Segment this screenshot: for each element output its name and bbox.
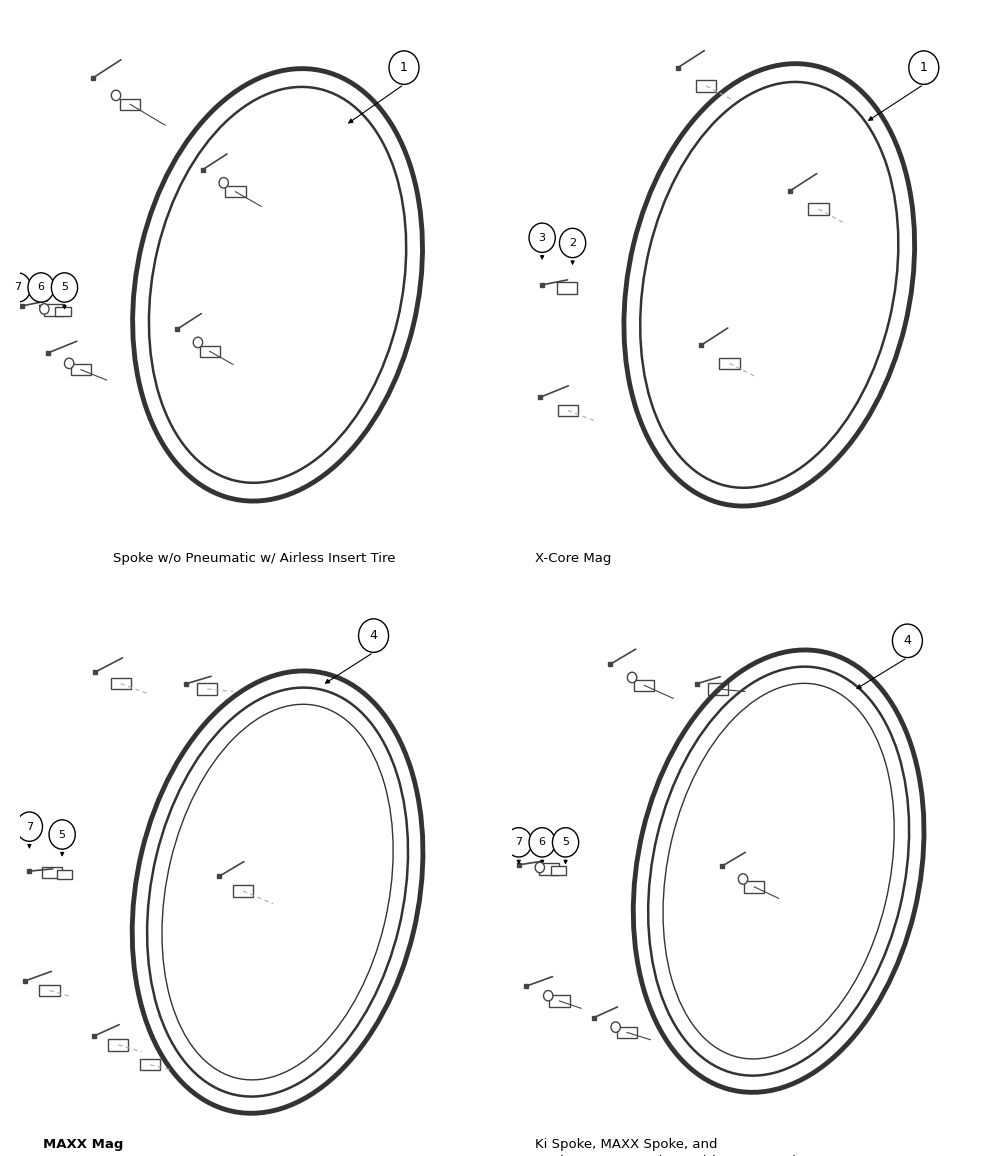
- Text: 1: 1: [400, 61, 408, 74]
- Circle shape: [611, 1022, 620, 1032]
- Circle shape: [64, 358, 74, 369]
- FancyBboxPatch shape: [558, 405, 578, 416]
- Circle shape: [28, 273, 54, 302]
- FancyBboxPatch shape: [744, 881, 764, 892]
- Circle shape: [51, 273, 78, 302]
- Text: 7: 7: [26, 822, 33, 831]
- Text: 7: 7: [14, 282, 21, 292]
- Circle shape: [506, 828, 532, 857]
- Circle shape: [892, 624, 922, 658]
- Circle shape: [529, 223, 555, 252]
- FancyBboxPatch shape: [200, 346, 220, 357]
- FancyBboxPatch shape: [696, 80, 716, 91]
- FancyBboxPatch shape: [539, 864, 559, 875]
- Text: 6: 6: [38, 282, 45, 292]
- Text: 4: 4: [370, 629, 377, 642]
- FancyBboxPatch shape: [55, 307, 71, 316]
- FancyBboxPatch shape: [108, 1039, 128, 1051]
- Text: 2: 2: [569, 238, 576, 249]
- FancyBboxPatch shape: [551, 866, 566, 875]
- Circle shape: [544, 991, 553, 1001]
- FancyBboxPatch shape: [233, 885, 253, 897]
- FancyBboxPatch shape: [634, 680, 654, 691]
- FancyBboxPatch shape: [708, 683, 728, 695]
- FancyBboxPatch shape: [719, 357, 740, 369]
- FancyBboxPatch shape: [39, 985, 60, 996]
- Text: 5: 5: [59, 830, 66, 839]
- Circle shape: [49, 820, 75, 850]
- Text: 7: 7: [515, 837, 522, 847]
- Text: 3: 3: [539, 232, 546, 243]
- Text: 5: 5: [562, 837, 569, 847]
- Text: 1: 1: [920, 61, 928, 74]
- FancyBboxPatch shape: [140, 1059, 160, 1070]
- Text: Spoke w/o Pneumatic w/ Airless Insert Tire: Spoke w/o Pneumatic w/ Airless Insert Ti…: [113, 551, 395, 565]
- FancyBboxPatch shape: [808, 203, 829, 215]
- Circle shape: [40, 304, 49, 314]
- FancyBboxPatch shape: [44, 304, 64, 316]
- FancyBboxPatch shape: [111, 679, 131, 689]
- Circle shape: [111, 90, 121, 101]
- FancyBboxPatch shape: [57, 869, 72, 879]
- FancyBboxPatch shape: [120, 98, 140, 110]
- FancyBboxPatch shape: [617, 1027, 637, 1038]
- Circle shape: [529, 828, 555, 857]
- FancyBboxPatch shape: [71, 364, 91, 376]
- Circle shape: [559, 229, 586, 258]
- Circle shape: [552, 828, 579, 857]
- Text: MAXX Mag: MAXX Mag: [43, 1139, 124, 1151]
- Circle shape: [193, 338, 203, 348]
- Circle shape: [5, 273, 31, 302]
- FancyBboxPatch shape: [42, 867, 62, 877]
- Text: Ki Spoke, MAXX Spoke, and
Spoke w/ Pneumatic w/ Airless Insert Tire: Ki Spoke, MAXX Spoke, and Spoke w/ Pneum…: [535, 1139, 809, 1156]
- Circle shape: [389, 51, 419, 84]
- FancyBboxPatch shape: [225, 186, 246, 198]
- Circle shape: [738, 874, 748, 884]
- Circle shape: [16, 812, 42, 842]
- Circle shape: [909, 51, 939, 84]
- Text: 4: 4: [903, 635, 911, 647]
- Circle shape: [627, 673, 637, 683]
- Circle shape: [359, 618, 389, 652]
- FancyBboxPatch shape: [197, 683, 217, 695]
- Circle shape: [535, 862, 544, 873]
- FancyBboxPatch shape: [557, 282, 577, 294]
- FancyBboxPatch shape: [549, 995, 570, 1007]
- Text: X-Core Mag: X-Core Mag: [535, 551, 611, 565]
- Circle shape: [219, 178, 228, 188]
- Text: 5: 5: [61, 282, 68, 292]
- Text: 6: 6: [539, 837, 546, 847]
